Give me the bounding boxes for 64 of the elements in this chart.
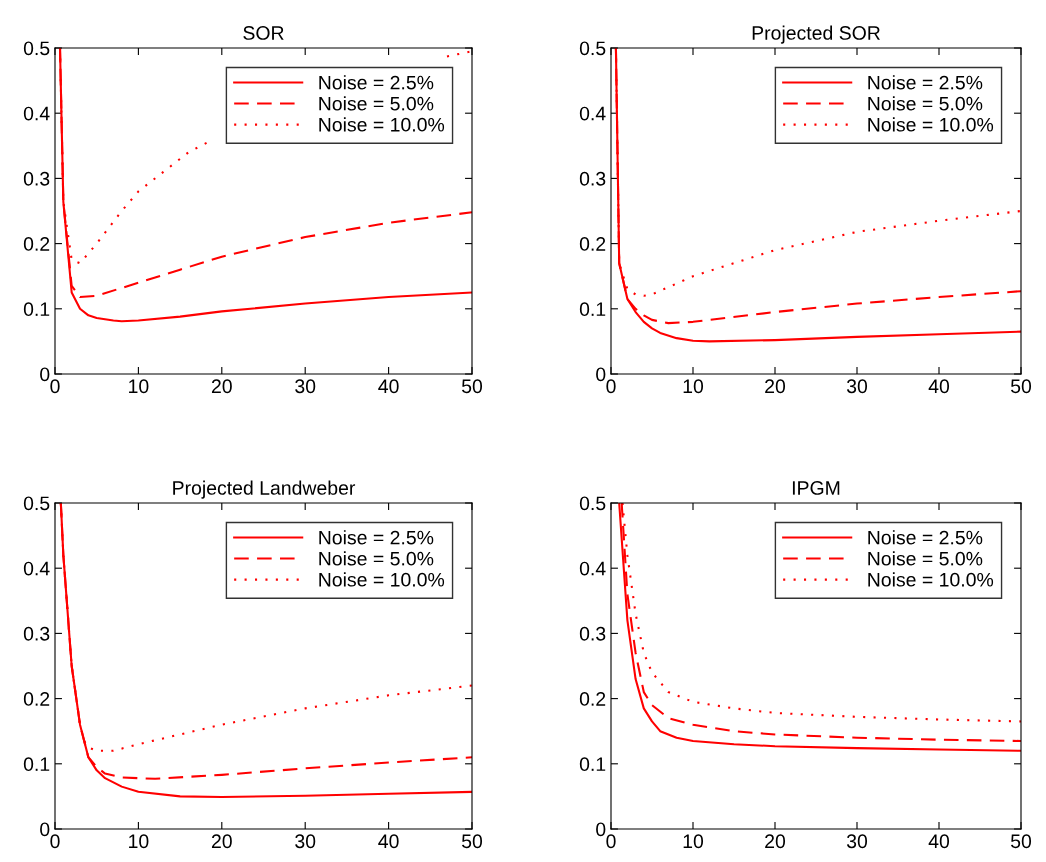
x-tick-label: 0 xyxy=(50,379,60,394)
x-tick-label: 20 xyxy=(765,379,786,394)
y-tick-label: 0.1 xyxy=(23,757,50,772)
chart-title: IPGM xyxy=(792,481,840,495)
x-tick-label: 40 xyxy=(928,834,950,849)
x-tick-label: 0 xyxy=(606,834,616,849)
x-tick-label: 30 xyxy=(846,834,868,849)
y-tick-label: 0.3 xyxy=(23,171,50,186)
y-tick-label: 0 xyxy=(596,367,606,382)
y-tick-label: 0.2 xyxy=(579,237,606,251)
x-tick-label: 40 xyxy=(928,379,950,394)
y-tick-label: 0.3 xyxy=(579,626,606,641)
legend-label: Noise = 5.0% xyxy=(868,551,983,566)
y-tick-label: 0.4 xyxy=(23,106,50,121)
y-tick-label: 0.1 xyxy=(579,757,606,772)
x-tick-label: 0 xyxy=(606,379,616,394)
chart-title: SOR xyxy=(243,26,284,40)
legend-label: Noise = 5.0% xyxy=(868,96,983,111)
y-tick-label: 0.4 xyxy=(23,561,50,576)
y-tick-label: 0.1 xyxy=(579,302,606,317)
y-tick-label: 0.5 xyxy=(579,496,606,511)
y-tick-label: 0 xyxy=(40,367,50,382)
y-tick-label: 0.5 xyxy=(23,496,50,511)
x-tick-label: 30 xyxy=(846,379,868,394)
x-tick-label: 50 xyxy=(1010,379,1032,394)
x-tick-label: 10 xyxy=(129,834,149,849)
y-tick-label: 0.2 xyxy=(23,692,50,706)
x-tick-label: 50 xyxy=(461,834,483,849)
legend-label: Noise = 5.0% xyxy=(319,551,434,566)
x-tick-label: 20 xyxy=(211,834,232,849)
y-tick-label: 0.2 xyxy=(23,237,50,251)
x-tick-label: 0 xyxy=(50,834,60,849)
y-tick-label: 0 xyxy=(596,822,606,837)
y-tick-label: 0.4 xyxy=(579,561,606,576)
x-tick-label: 30 xyxy=(295,834,316,849)
y-tick-label: 0.1 xyxy=(23,302,50,317)
y-tick-label: 0.4 xyxy=(579,106,606,121)
x-tick-label: 20 xyxy=(211,379,232,394)
x-tick-label: 50 xyxy=(461,379,483,394)
x-tick-label: 30 xyxy=(295,379,316,394)
chart-title: Projected SOR xyxy=(752,25,880,44)
legend-label: Noise = 10.0% xyxy=(319,117,445,132)
chart-title: Projected Landweber xyxy=(173,480,356,499)
y-tick-label: 0 xyxy=(40,822,50,837)
y-tick-label: 0.3 xyxy=(579,171,606,186)
legend-label: Noise = 2.5% xyxy=(319,530,434,545)
y-tick-label: 0.3 xyxy=(23,626,50,641)
legend-label: Noise = 10.0% xyxy=(868,572,994,587)
legend-label: Noise = 10.0% xyxy=(319,572,445,587)
x-tick-label: 40 xyxy=(378,834,399,849)
x-tick-label: 40 xyxy=(378,379,399,394)
x-tick-label: 10 xyxy=(683,834,704,849)
x-tick-label: 50 xyxy=(1010,834,1032,849)
x-tick-label: 20 xyxy=(765,834,786,849)
x-tick-label: 10 xyxy=(683,379,704,394)
y-tick-label: 0.5 xyxy=(23,41,50,56)
x-tick-label: 10 xyxy=(129,379,149,394)
legend-label: Noise = 2.5% xyxy=(868,530,983,545)
y-tick-label: 0.5 xyxy=(579,41,606,56)
legend-label: Noise = 10.0% xyxy=(868,117,994,132)
legend-label: Noise = 5.0% xyxy=(319,96,434,111)
legend-label: Noise = 2.5% xyxy=(868,75,983,90)
legend-label: Noise = 2.5% xyxy=(319,75,434,90)
y-tick-label: 0.2 xyxy=(579,692,606,706)
